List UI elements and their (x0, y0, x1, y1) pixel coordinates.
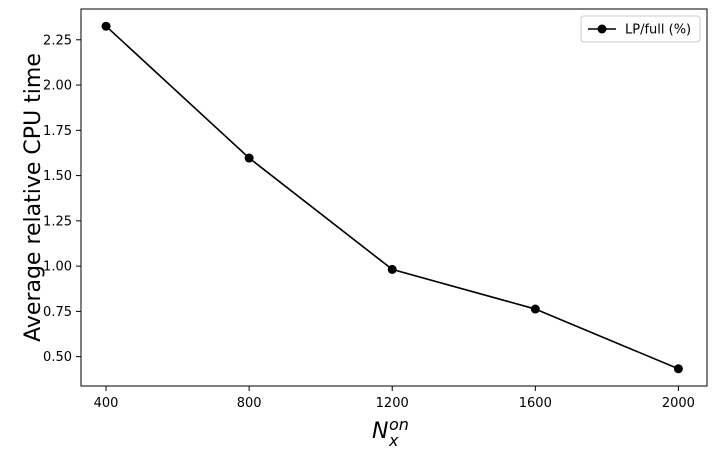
y-tick-label: 0.50 (43, 350, 72, 365)
x-tick-label: 2000 (662, 396, 695, 411)
data-point (387, 264, 397, 274)
data-point (530, 304, 540, 314)
data-point (244, 153, 254, 163)
x-axis-label-superscript: on (389, 415, 409, 434)
x-tick-label: 1200 (376, 396, 409, 411)
y-axis-label: Average relative CPU time (21, 53, 46, 342)
legend-marker (597, 24, 607, 34)
y-tick-label: 1.50 (43, 169, 72, 184)
y-tick-label: 0.75 (43, 305, 72, 320)
x-tick-label: 1600 (519, 396, 552, 411)
x-tick-label: 400 (94, 396, 119, 411)
data-point (101, 21, 111, 31)
y-tick-label: 2.00 (43, 79, 72, 94)
x-tick-label: 800 (237, 396, 262, 411)
x-axis-label-base: N (372, 419, 388, 444)
legend-label: LP/full (%) (625, 23, 691, 38)
x-axis-label-subscript: x (388, 431, 399, 450)
x-axis-label: N (372, 419, 388, 444)
legend-box (580, 15, 701, 43)
y-tick-label: 1.75 (43, 124, 72, 139)
y-tick-label: 1.00 (43, 260, 72, 275)
plot-frame (80, 8, 708, 387)
data-point (673, 364, 683, 374)
y-tick-label: 1.25 (43, 214, 72, 229)
series-line (105, 25, 679, 370)
y-tick-label: 2.25 (43, 33, 72, 48)
